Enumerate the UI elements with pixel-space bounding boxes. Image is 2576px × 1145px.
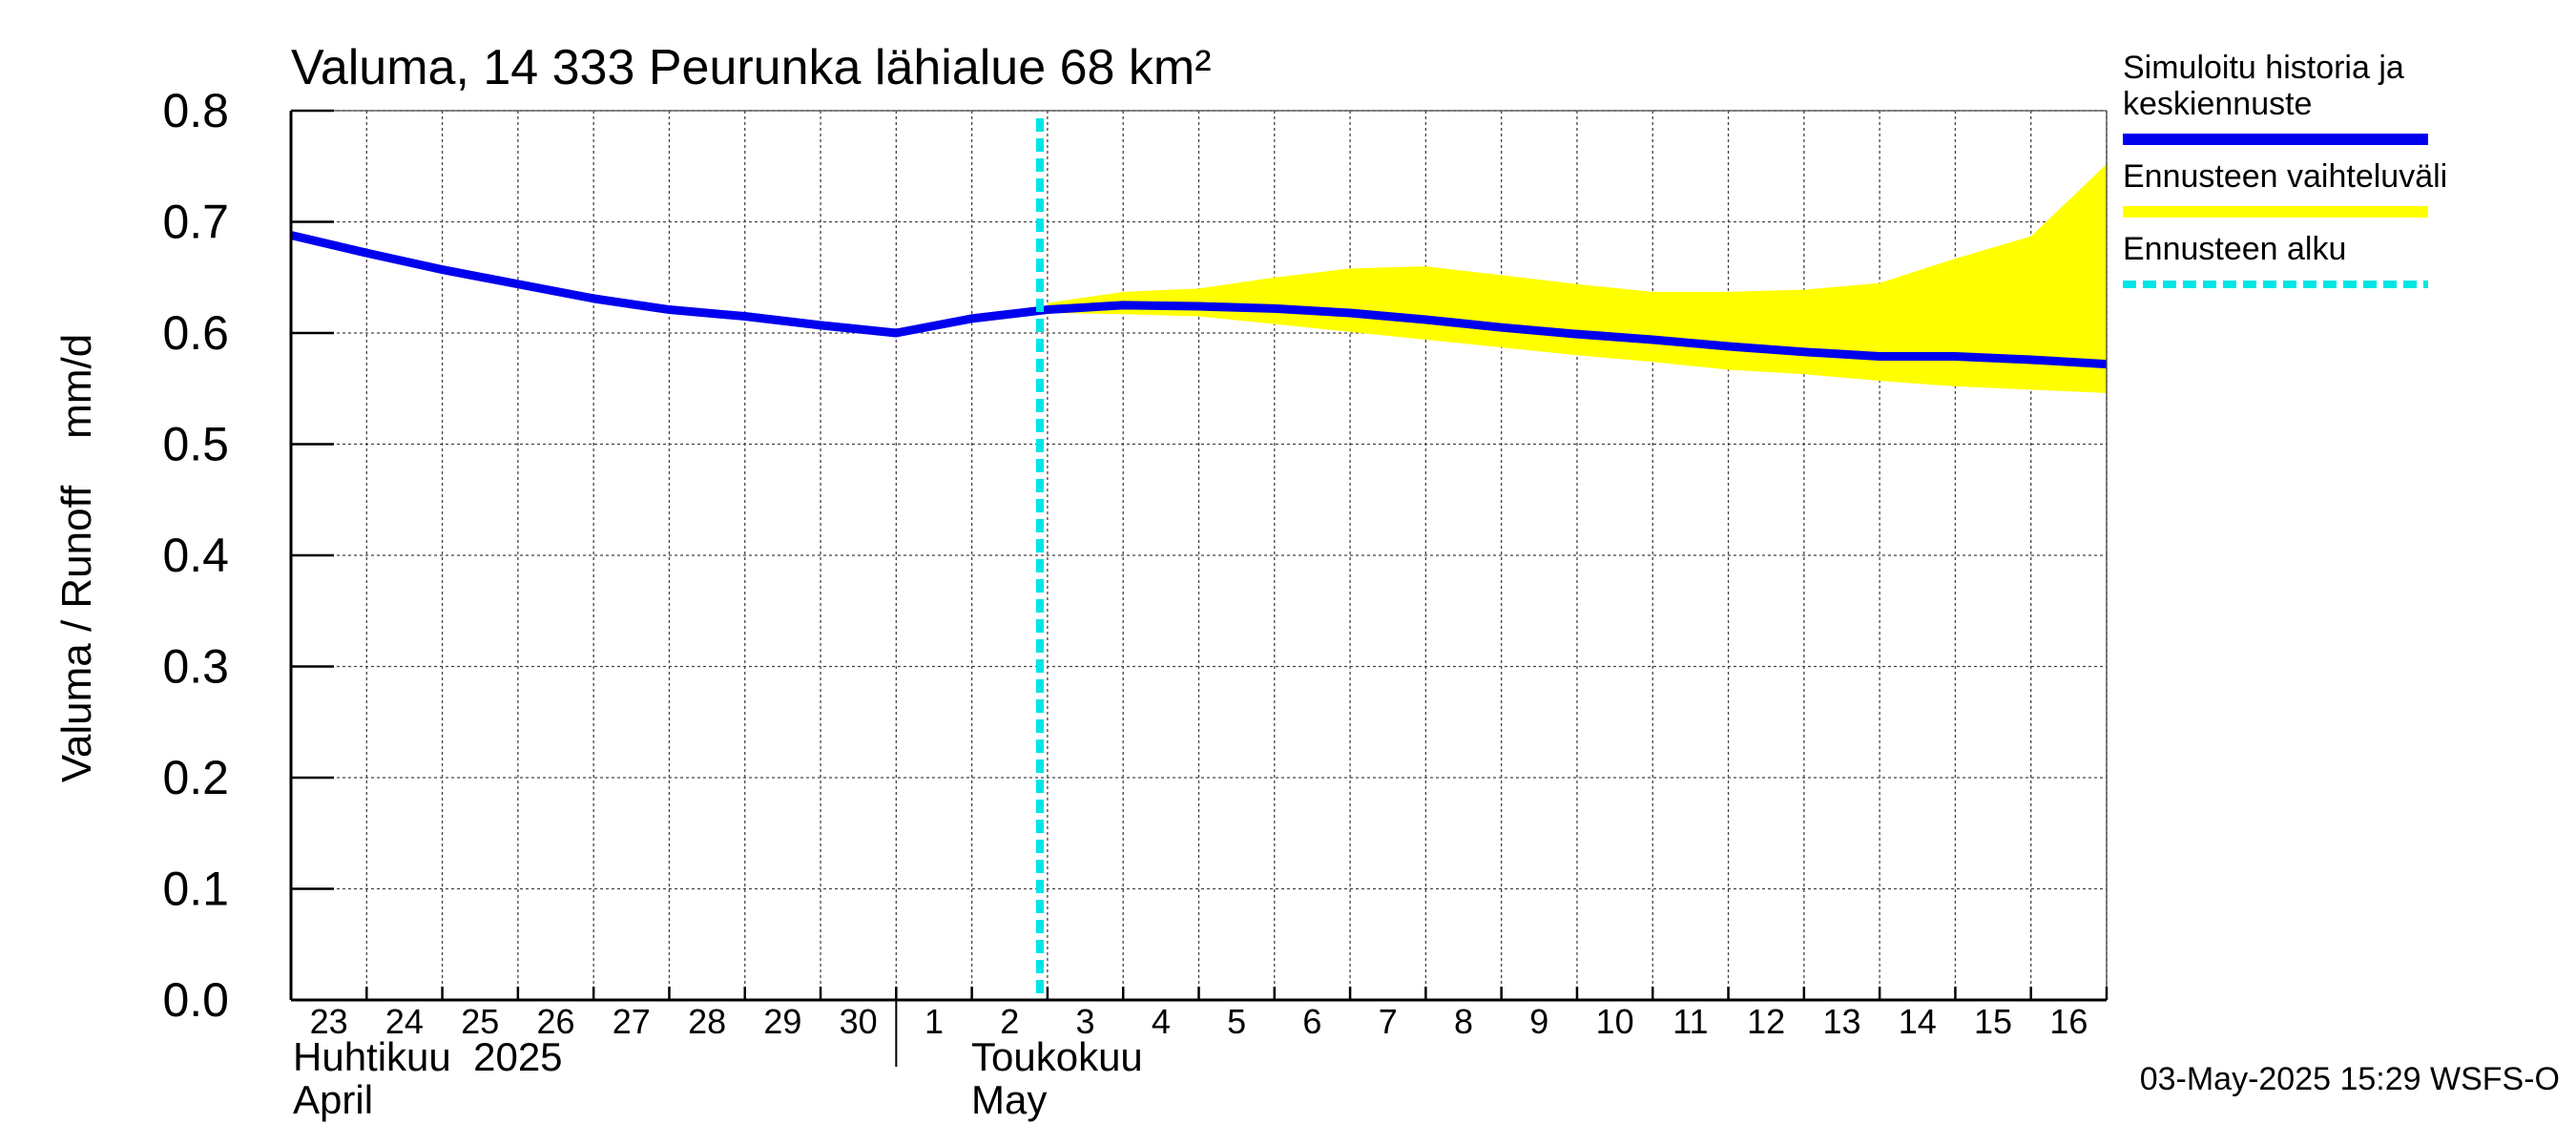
x-tick-label: 3	[1076, 1002, 1095, 1041]
x-tick-label: 23	[310, 1002, 348, 1041]
month-label-april-fi: Huhtikuu 2025	[293, 1034, 563, 1079]
x-tick-label: 12	[1747, 1002, 1785, 1041]
x-tick-label: 9	[1529, 1002, 1548, 1041]
x-tick-label: 26	[536, 1002, 574, 1041]
x-tick-label: 2	[1000, 1002, 1019, 1041]
y-tick-label: 0.2	[162, 751, 229, 804]
series-layer	[289, 231, 2108, 369]
month-label-april-en: April	[293, 1077, 373, 1122]
y-axis-ticks: 0.0 0.1 0.2 0.3 0.4 0.5 0.6 0.7 0.8	[162, 84, 334, 1027]
y-tick-label: 0.6	[162, 306, 229, 360]
y-tick-label: 0.5	[162, 418, 229, 471]
forecast-band-layer	[1047, 163, 2107, 393]
x-tick-label: 28	[688, 1002, 726, 1041]
y-tick-label: 0.0	[162, 973, 229, 1027]
chart-title: Valuma, 14 333 Peurunka lähialue 68 km²	[291, 40, 1212, 95]
y-tick-label: 0.4	[162, 529, 229, 582]
legend-label: Ennusteen vaihteluväli	[2123, 158, 2447, 195]
x-tick-label: 6	[1302, 1002, 1321, 1041]
x-axis-ticks: 23 24 25 26 27 28 29 30 1 2 3 4 5 6 7 8 9 10 11 12 13 14 15 16	[289, 987, 2109, 1067]
legend-label: keskiennuste	[2123, 86, 2312, 122]
month-label-may-en: May	[971, 1077, 1047, 1122]
y-tick-label: 0.3	[162, 640, 229, 694]
y-tick-label: 0.7	[162, 196, 229, 249]
month-label-may-fi: Toukokuu	[971, 1034, 1143, 1079]
x-tick-label: 14	[1899, 1002, 1937, 1041]
x-tick-label: 10	[1596, 1002, 1634, 1041]
x-tick-label: 7	[1379, 1002, 1398, 1041]
legend-label: Simuloitu historia ja	[2123, 50, 2404, 86]
x-tick-label: 27	[613, 1002, 651, 1041]
x-tick-label: 4	[1152, 1002, 1171, 1041]
x-tick-label: 5	[1227, 1002, 1246, 1041]
y-tick-label: 0.1	[162, 863, 229, 916]
x-tick-label: 29	[763, 1002, 801, 1041]
x-tick-label: 25	[461, 1002, 499, 1041]
x-tick-label: 13	[1822, 1002, 1860, 1041]
timestamp-footer: 03-May-2025 15:29 WSFS-O	[2140, 1061, 2560, 1097]
y-tick-label: 0.8	[162, 84, 229, 137]
legend-label: Ennusteen alku	[2123, 231, 2346, 267]
grid	[291, 110, 2108, 1000]
series-line	[289, 231, 2108, 369]
x-tick-label: 8	[1454, 1002, 1473, 1041]
x-tick-label: 15	[1974, 1002, 2012, 1041]
y-axis-label: Valuma / Runoff mm/d	[53, 334, 100, 782]
x-tick-label: 11	[1672, 1002, 1708, 1041]
x-tick-label: 30	[840, 1002, 878, 1041]
forecast-band	[1047, 163, 2107, 393]
x-tick-label: 16	[2049, 1002, 2088, 1041]
x-tick-label: 24	[385, 1002, 424, 1041]
x-tick-label: 1	[924, 1002, 944, 1041]
